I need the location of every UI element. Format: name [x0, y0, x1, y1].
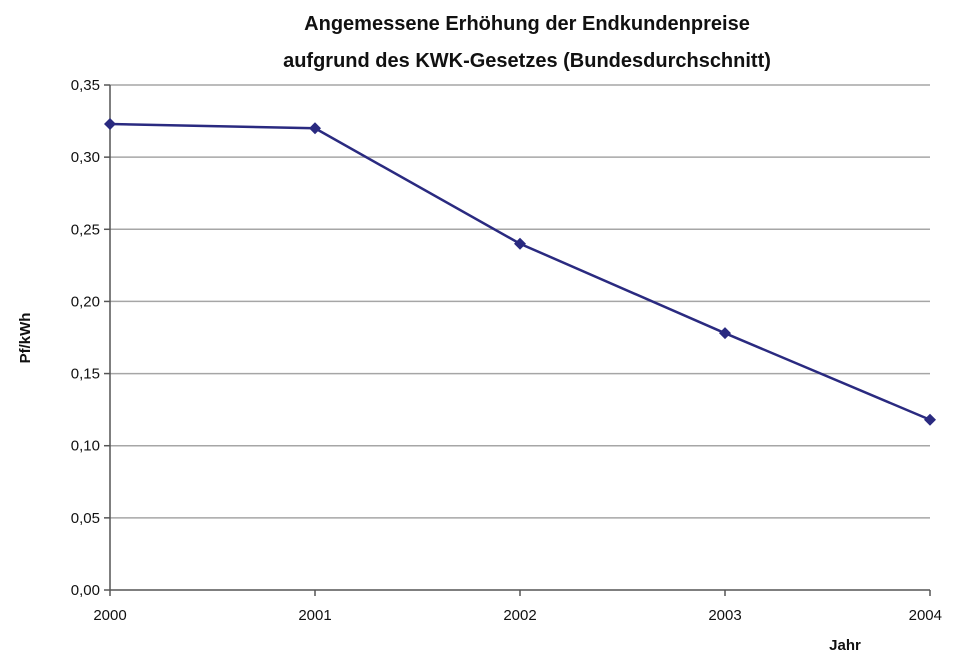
- data-point-marker: [924, 413, 936, 426]
- y-tick-label: 0,35: [71, 77, 100, 94]
- chart-title: Angemessene Erhöhung der Endkundenpreise: [304, 13, 750, 35]
- y-tick-labels: 0,00 0,05 0,10 0,15 0,20 0,25 0,30 0,35: [71, 77, 100, 599]
- series-line: [109, 122, 931, 421]
- y-tick-label: 0,05: [71, 510, 100, 527]
- y-tick-label: 0,25: [71, 221, 100, 238]
- y-tick-label: 0,10: [71, 438, 100, 455]
- gridlines: [110, 84, 930, 519]
- y-tick-label: 0,00: [71, 582, 100, 599]
- chart-subtitle: aufgrund des KWK-Gesetzes (Bundesdurchsc…: [283, 50, 771, 72]
- x-axis-title: Jahr: [829, 637, 861, 654]
- data-series: [104, 117, 936, 426]
- x-tick-labels: 2000 2001 2002 2003 2004: [93, 607, 942, 624]
- data-point-marker: [514, 237, 526, 250]
- x-tick-label: 2000: [93, 607, 126, 624]
- y-tick-label: 0,15: [71, 366, 100, 383]
- axes: [104, 84, 931, 596]
- data-point-marker: [104, 117, 116, 130]
- x-tick-label: 2004: [909, 607, 942, 624]
- y-tick-label: 0,30: [71, 149, 100, 166]
- x-tick-label: 2001: [298, 607, 331, 624]
- data-point-marker: [719, 327, 731, 340]
- x-tick-label: 2002: [503, 607, 536, 624]
- data-point-marker: [309, 122, 321, 135]
- y-tick-label: 0,20: [71, 293, 100, 310]
- x-tick-label: 2003: [708, 607, 741, 624]
- y-axis-title: Pf/kWh: [17, 313, 34, 364]
